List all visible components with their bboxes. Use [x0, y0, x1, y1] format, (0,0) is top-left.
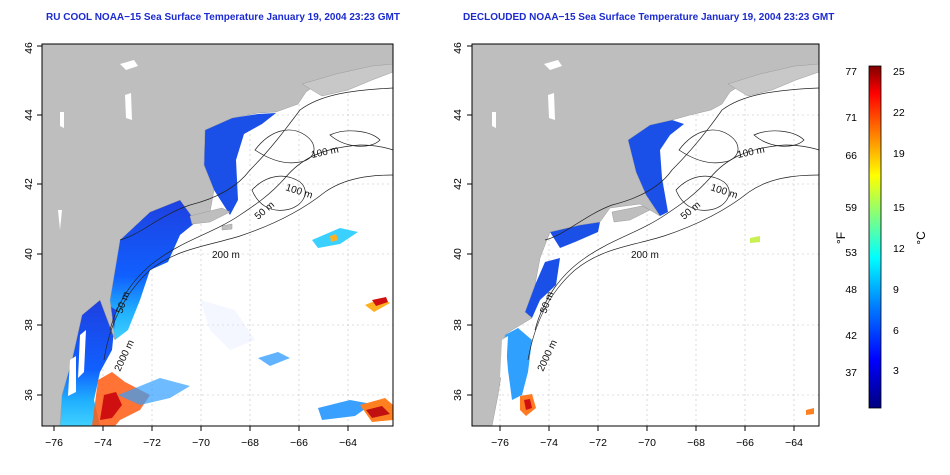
c-tick-label: 3 — [893, 365, 899, 377]
left-depth-contours — [103, 87, 393, 361]
lat-tick-label: 36 — [452, 389, 464, 401]
lat-tick-label: 42 — [452, 178, 464, 190]
right-map-title: DECLOUDED NOAA−15 Sea Surface Temperatur… — [463, 12, 835, 23]
lon-tick-label: −64 — [785, 437, 803, 449]
right-sst-overlay — [488, 120, 814, 416]
lon-tick-label: −70 — [638, 437, 656, 449]
c-tick-label: 15 — [893, 202, 905, 214]
lon-tick-label: −76 — [45, 437, 63, 449]
colorbar: 77 71 66 59 53 48 42 37 25 22 19 15 12 9… — [834, 65, 928, 409]
colorbar-f-ticks: 77 71 66 59 53 48 42 37 — [845, 66, 857, 379]
left-map-panel: 100 m 100 m 50 m 200 m 50 m 2000 m −76 −… — [23, 42, 394, 449]
left-lon-tick-labels: −76 −74 −72 −70 −68 −66 −64 — [45, 437, 357, 449]
lat-tick-label: 42 — [23, 178, 35, 190]
c-tick-label: 25 — [893, 66, 905, 78]
lat-tick-label: 44 — [452, 109, 464, 121]
svg-text:200 m: 200 m — [631, 250, 659, 261]
f-tick-label: 77 — [845, 66, 857, 78]
lon-tick-label: −66 — [736, 437, 754, 449]
left-lat-tick-labels: 36 38 40 42 44 46 — [23, 42, 35, 401]
colorbar-gradient — [868, 65, 882, 409]
c-tick-label: 22 — [893, 107, 905, 119]
colorbar-c-ticks: 25 22 19 15 12 9 6 3 — [893, 66, 905, 377]
lat-tick-label: 38 — [452, 319, 464, 331]
right-depth-contours — [527, 87, 819, 361]
lat-tick-label: 38 — [23, 319, 35, 331]
right-lon-tick-labels: −76 −74 −72 −70 −68 −66 −64 — [491, 437, 803, 449]
colorbar-c-unit: °C — [914, 231, 928, 245]
f-tick-label: 48 — [845, 284, 857, 296]
lon-tick-label: −68 — [687, 437, 705, 449]
c-tick-label: 9 — [893, 284, 899, 296]
lon-tick-label: −66 — [290, 437, 308, 449]
f-tick-label: 66 — [845, 150, 857, 162]
left-landmass — [42, 44, 393, 426]
f-tick-label: 37 — [845, 367, 857, 379]
right-map-frame — [471, 43, 820, 427]
lon-tick-label: −72 — [143, 437, 161, 449]
left-map-frame — [41, 43, 394, 427]
f-tick-label: 42 — [845, 330, 857, 342]
c-tick-label: 12 — [893, 243, 905, 255]
lat-tick-label: 46 — [23, 42, 35, 54]
c-tick-label: 6 — [893, 325, 899, 337]
lat-tick-label: 44 — [23, 109, 35, 121]
lon-tick-label: −74 — [540, 437, 558, 449]
lon-tick-label: −76 — [491, 437, 509, 449]
lon-tick-label: −74 — [94, 437, 112, 449]
f-tick-label: 53 — [845, 247, 857, 259]
right-lat-tick-labels: 36 38 40 42 44 46 — [452, 42, 464, 401]
lat-tick-label: 40 — [23, 248, 35, 260]
svg-text:200 m: 200 m — [212, 250, 240, 261]
c-tick-label: 19 — [893, 148, 905, 160]
lat-tick-label: 40 — [452, 248, 464, 260]
lat-tick-label: 46 — [452, 42, 464, 54]
right-map-panel: 100 m 100 m 50 m 200 m 50 m 2000 m −76 −… — [452, 42, 820, 449]
lon-tick-label: −68 — [241, 437, 259, 449]
lon-tick-label: −64 — [339, 437, 357, 449]
right-landmass — [472, 44, 819, 426]
f-tick-label: 59 — [845, 202, 857, 214]
lon-tick-label: −70 — [192, 437, 210, 449]
f-tick-label: 71 — [845, 112, 857, 124]
lat-tick-label: 36 — [23, 389, 35, 401]
lon-tick-label: −72 — [589, 437, 607, 449]
colorbar-f-unit: °F — [834, 232, 848, 244]
left-map-title: RU COOL NOAA−15 Sea Surface Temperature … — [46, 12, 400, 23]
